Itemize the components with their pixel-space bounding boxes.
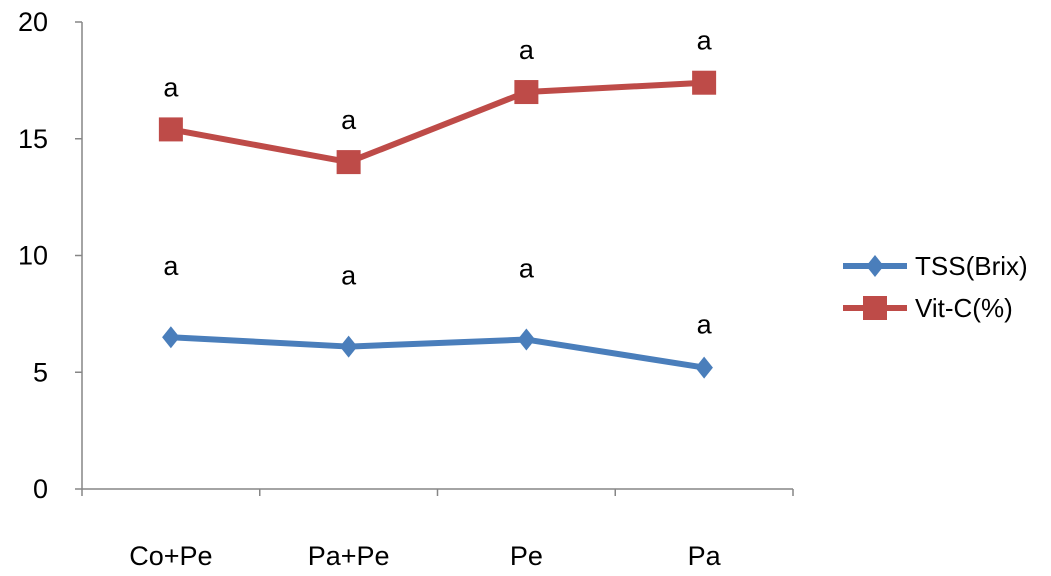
series-line-tss [167, 334, 708, 371]
significance-label-vit-c: a [163, 72, 179, 102]
significance-label-tss: a [697, 310, 713, 340]
data-point-tss [517, 328, 536, 351]
y-tick-label: 15 [18, 124, 48, 154]
series-lines [158, 70, 717, 379]
x-category-label: Co+Pe [129, 541, 212, 571]
x-category-label: Pe [510, 541, 543, 571]
y-tick-label: 20 [18, 7, 48, 37]
data-point-tss [695, 356, 713, 379]
significance-label-tss: a [519, 254, 535, 284]
y-tick-label: 0 [33, 474, 48, 504]
data-point-vit-c [514, 80, 539, 105]
x-category-label: Pa [688, 541, 722, 571]
y-tick-label: 5 [33, 357, 48, 387]
axes [75, 21, 794, 496]
data-point-tss [339, 335, 358, 358]
y-tick-label: 10 [18, 241, 48, 271]
data-point-vit-c [692, 70, 717, 95]
significance-label-vit-c: a [519, 35, 535, 65]
data-point-vit-c [336, 150, 361, 175]
significance-label-tss: a [163, 251, 179, 281]
x-category-label: Pa+Pe [308, 541, 390, 571]
significance-label-vit-c: a [341, 105, 357, 135]
data-point-tss [162, 326, 180, 349]
legend-marker-tss [866, 255, 884, 277]
series-line-vit-c [167, 79, 708, 166]
significance-label-vit-c: a [697, 26, 713, 56]
legend-label-tss: TSS(Brix) [915, 251, 1028, 281]
legend: TSS(Brix) Vit-C(%) [843, 251, 1028, 323]
y-tick-labels: 0 5 10 15 20 [18, 7, 48, 504]
x-category-labels: Co+Pe Pa+Pe Pe Pa [129, 541, 721, 571]
data-point-vit-c [158, 117, 183, 142]
significance-label-tss: a [341, 261, 357, 291]
significance-labels: a a a a a a a a [163, 26, 712, 340]
legend-marker-vit-c [863, 296, 887, 320]
legend-label-vit-c: Vit-C(%) [915, 293, 1013, 323]
